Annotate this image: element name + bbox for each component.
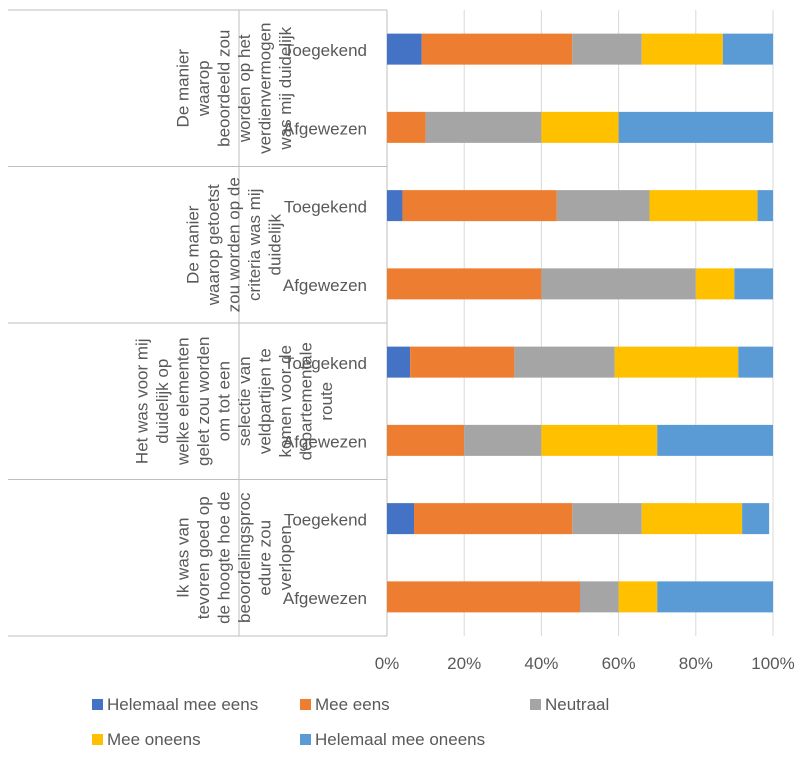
bar-segment: [387, 268, 542, 300]
group-label: Ik was van tevoren goed op de hoogte hoe d…: [173, 492, 295, 624]
group-label-line: beoordeeld zou: [214, 30, 233, 147]
legend-label: Helemaal mee oneens: [315, 730, 485, 749]
bar-segment: [421, 33, 573, 65]
bar-segment: [757, 190, 773, 222]
group-label-line: selectie van: [235, 356, 254, 446]
category-label: Afgewezen: [283, 119, 367, 138]
bar-segment: [514, 346, 615, 378]
group-label-line: duidelijk: [266, 214, 285, 276]
group-label-line: Ik was van: [173, 518, 192, 598]
legend-swatch: [92, 699, 103, 710]
legend-label: Helemaal mee eens: [107, 695, 258, 714]
x-tick-label: 0%: [375, 654, 400, 673]
category-label: Toegekend: [284, 198, 367, 217]
bar-segment: [649, 190, 758, 222]
bar-segment: [572, 33, 642, 65]
bar-segment: [541, 268, 696, 300]
group-label-line: was mij duidelijk: [276, 26, 295, 150]
group-label-line: route: [317, 382, 336, 421]
bar-segment: [657, 581, 773, 613]
group-label: De manier waarop beoordeeld zou worden op h…: [173, 23, 295, 154]
bar-segment: [641, 503, 743, 535]
group-label-line: zou worden op de: [225, 177, 244, 312]
group-label-line: de hoogte hoe de: [214, 492, 233, 624]
group-label-line: edure zou: [255, 520, 274, 596]
x-tick-label: 100%: [751, 654, 794, 673]
group-label-line: komen voor de: [276, 345, 295, 457]
group-label-line: om tot een: [214, 361, 233, 441]
bar-segment: [414, 503, 573, 535]
category-label: Afgewezen: [283, 589, 367, 608]
group-label-line: De manier: [184, 205, 203, 284]
group-label-line: verdienvermogen: [255, 23, 274, 154]
group-label-line: departementale: [296, 342, 315, 460]
bar-segment: [387, 424, 465, 456]
bar-segment: [402, 190, 557, 222]
group-label-line: worden op het: [235, 34, 254, 143]
bar-segment: [614, 346, 739, 378]
bar-segment: [695, 268, 735, 300]
group-label-line: welke elementen: [173, 337, 192, 466]
group-label-line: gelet zou worden: [194, 337, 213, 466]
category-label: Toegekend: [284, 354, 367, 373]
legend-label: Mee oneens: [107, 730, 201, 749]
bar-segment: [641, 33, 723, 65]
group-label-line: verlopen: [276, 525, 295, 590]
legend-label: Mee eens: [315, 695, 390, 714]
bar-segment: [742, 503, 770, 535]
bar-segment: [541, 111, 619, 143]
bar-segment: [738, 346, 773, 378]
legend-swatch: [530, 699, 541, 710]
group-label: Het was voor mij duidelijk op welke elemen…: [132, 337, 336, 467]
bar-segment: [618, 581, 658, 613]
bar-segment: [410, 346, 515, 378]
bar-segment: [556, 190, 650, 222]
bar-segment: [387, 346, 411, 378]
bar-segment: [572, 503, 642, 535]
bar-segment: [464, 424, 542, 456]
legend-swatch: [300, 699, 311, 710]
group-label-line: De manier: [173, 49, 192, 128]
group-label-line: duidelijk op: [153, 359, 172, 444]
bar-segment: [387, 503, 415, 535]
legend-label: Neutraal: [545, 695, 609, 714]
group-label-line: Het was voor mij: [132, 338, 151, 464]
category-label: Afgewezen: [283, 276, 367, 295]
bar-segment: [387, 190, 403, 222]
group-label-line: beoordelingsproc: [235, 492, 254, 623]
category-label: Toegekend: [284, 41, 367, 60]
category-label: Toegekend: [284, 511, 367, 530]
bar-segment: [387, 33, 422, 65]
bar-segment: [722, 33, 773, 65]
x-tick-label: 40%: [524, 654, 558, 673]
bar-segment: [387, 111, 426, 143]
x-tick-label: 60%: [602, 654, 636, 673]
group-label-line: criteria was mij: [245, 189, 264, 301]
group-label-line: veldpartijen te: [255, 348, 274, 454]
x-tick-label: 80%: [679, 654, 713, 673]
group-label-line: waarop getoetst: [204, 184, 223, 306]
category-label: Afgewezen: [283, 432, 367, 451]
bar-segment: [657, 424, 773, 456]
legend-swatch: [92, 734, 103, 745]
bar-segment: [541, 424, 658, 456]
group-label: De manier waarop getoetst zou worden op de…: [184, 177, 285, 312]
group-label-line: tevoren goed op: [194, 496, 213, 619]
group-label-line: waarop: [194, 60, 213, 117]
bar-segment: [618, 111, 773, 143]
bar-segment: [580, 581, 619, 613]
bar-segment: [734, 268, 773, 300]
bar-segment: [425, 111, 542, 143]
x-tick-label: 20%: [447, 654, 481, 673]
legend-swatch: [300, 734, 311, 745]
bar-segment: [387, 581, 580, 613]
